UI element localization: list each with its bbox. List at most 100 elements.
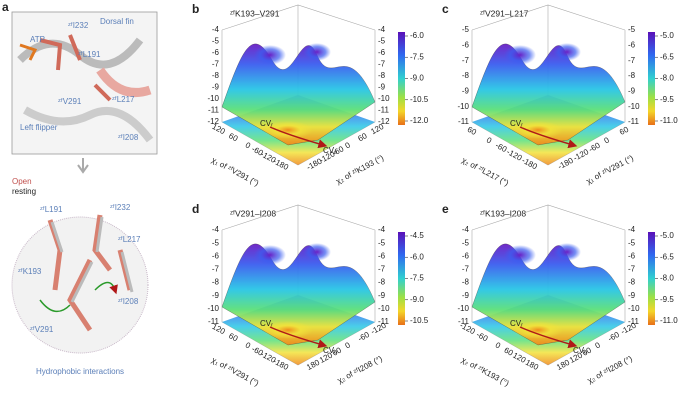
y-tick-label: 60 bbox=[356, 131, 369, 143]
energy-surface bbox=[471, 243, 626, 346]
colorbar bbox=[648, 232, 655, 325]
z-tick-label: -7 bbox=[212, 60, 220, 69]
energy-surface bbox=[221, 43, 376, 146]
surface-well bbox=[513, 121, 563, 139]
x-tick-label: 0 bbox=[244, 341, 253, 351]
z-tick-label: -4 bbox=[462, 225, 470, 234]
y-tick-label: -60 bbox=[356, 330, 371, 344]
y-axis-label: χ₂ of ᶻᶠI208 (°) bbox=[586, 354, 634, 385]
y-axis-label: χ₂ of ᶻᶠI208 (°) bbox=[336, 354, 384, 385]
x-tick-label: -60 bbox=[475, 330, 490, 344]
y-tick-label: 0 bbox=[344, 140, 353, 150]
z-tick-label: -8 bbox=[628, 278, 636, 287]
x-tick-label: 0 bbox=[485, 135, 494, 145]
z-tick-label: -7 bbox=[378, 265, 386, 274]
z-tick-label: -9 bbox=[212, 291, 220, 300]
colorbar-tick-label: -7.5 bbox=[410, 274, 424, 283]
z-tick-label: -4 bbox=[378, 25, 386, 34]
colorbar-tick-label: -12.0 bbox=[410, 116, 429, 125]
z-tick-label: -10 bbox=[628, 102, 640, 111]
colorbar bbox=[398, 32, 405, 125]
colorbar-tick-label: -10.5 bbox=[410, 95, 429, 104]
z-tick-label: -9 bbox=[378, 83, 386, 92]
transition-path bbox=[519, 326, 578, 349]
colorbar-tick-label: -6.5 bbox=[660, 252, 674, 261]
z-tick-label: -9 bbox=[462, 291, 470, 300]
colorbar-tick-label: -5.0 bbox=[660, 31, 674, 40]
z-tick-label: -7 bbox=[628, 56, 636, 65]
cv-label: CVᵣ bbox=[510, 319, 523, 328]
z-tick-label: -6 bbox=[212, 251, 220, 260]
y-tick-label: 60 bbox=[618, 125, 631, 137]
energy-surface bbox=[221, 243, 376, 346]
ribbon bbox=[23, 106, 154, 143]
z-tick-label: -5 bbox=[462, 25, 470, 34]
residue-sticks bbox=[50, 216, 134, 303]
panel-letter: b bbox=[192, 2, 199, 16]
z-tick-label: -12 bbox=[378, 117, 390, 126]
legend-resting: resting bbox=[12, 187, 36, 196]
z-tick-label: -7 bbox=[462, 56, 470, 65]
z-tick-label: -12 bbox=[207, 117, 219, 126]
z-tick-label: -11 bbox=[208, 317, 220, 326]
legend-open: Open bbox=[12, 177, 32, 186]
panel-letter: d bbox=[192, 202, 199, 216]
x-tick-label: 180 bbox=[524, 358, 540, 372]
z-tick-label: -4 bbox=[212, 25, 220, 34]
colorbar-tick-label: -7.5 bbox=[410, 52, 424, 61]
z-tick-label: -10 bbox=[457, 304, 469, 313]
z-tick-label: -9 bbox=[628, 86, 636, 95]
x-tick-label: 0 bbox=[494, 341, 503, 351]
surface-peak bbox=[504, 45, 536, 65]
y-axis-label: χ₂ of ᶻᶠK193 (°) bbox=[334, 153, 385, 186]
residue-label: Left flipper bbox=[20, 123, 58, 132]
z-tick-label: -7 bbox=[212, 265, 220, 274]
x-axis-label: χ₁ of ᶻᶠV291 (°) bbox=[210, 155, 261, 188]
residue-label: ATP bbox=[30, 35, 45, 44]
y-tick-label: 0 bbox=[344, 340, 353, 350]
z-tick-label: -6 bbox=[628, 40, 636, 49]
z-tick-label: -10 bbox=[628, 304, 640, 313]
z-tick-label: -5 bbox=[212, 37, 220, 46]
x-tick-label: 0 bbox=[244, 141, 253, 151]
panel-letter: e bbox=[442, 202, 449, 216]
panel-letter: c bbox=[442, 2, 449, 16]
z-tick-label: -8 bbox=[378, 71, 386, 80]
residue-label: ᶻᶠI208 bbox=[118, 133, 139, 142]
atp-sticks bbox=[19, 43, 38, 61]
z-tick-label: -6 bbox=[378, 251, 386, 260]
z-tick-label: -6 bbox=[212, 48, 220, 57]
z-tick-label: -11 bbox=[628, 117, 640, 126]
z-tick-label: -7 bbox=[462, 265, 470, 274]
z-tick-label: -7 bbox=[378, 60, 386, 69]
z-tick-label: -5 bbox=[212, 238, 220, 247]
cv-label: CVᵣ bbox=[510, 119, 523, 128]
z-tick-label: -9 bbox=[378, 291, 386, 300]
cv-label: CVₒ bbox=[323, 346, 337, 355]
colorbar-tick-label: -4.5 bbox=[410, 231, 424, 240]
z-tick-label: -8 bbox=[628, 71, 636, 80]
surface-peak bbox=[303, 43, 331, 61]
z-tick-label: -11 bbox=[378, 106, 390, 115]
z-tick-label: -10 bbox=[207, 94, 219, 103]
z-tick-label: -8 bbox=[212, 71, 220, 80]
z-tick-label: -5 bbox=[462, 238, 470, 247]
z-tick-label: -9 bbox=[628, 291, 636, 300]
colorbar-tick-label: -6.5 bbox=[660, 52, 674, 61]
z-tick-label: -11 bbox=[628, 317, 640, 326]
colorbar-tick-label: -9.5 bbox=[660, 95, 674, 104]
residue-label: ᶻᶠV291 bbox=[30, 325, 54, 334]
transition-path bbox=[269, 326, 328, 349]
surface-well bbox=[263, 321, 313, 339]
surface-peak bbox=[504, 245, 536, 265]
residue-label: ᶻᶠL191 bbox=[40, 205, 63, 214]
z-tick-label: -9 bbox=[462, 86, 470, 95]
surface-peak bbox=[254, 45, 286, 65]
colorbar-tick-label: -6.0 bbox=[410, 31, 424, 40]
x-axis-label: χ₁ of ᶻᶠV291 (°) bbox=[210, 355, 261, 388]
cv-label: CVᵣ bbox=[260, 319, 273, 328]
cv-label: CVₒ bbox=[323, 146, 337, 155]
x-tick-label: 60 bbox=[227, 131, 240, 143]
x-tick-label: 120 bbox=[211, 122, 227, 136]
